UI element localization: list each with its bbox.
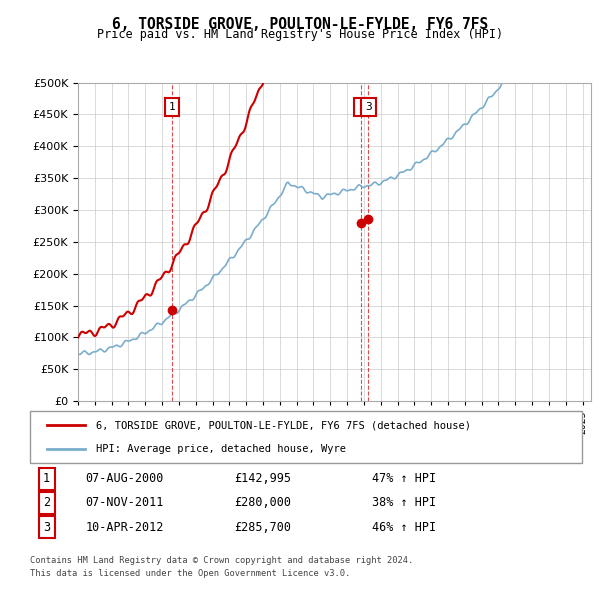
Text: This data is licensed under the Open Government Licence v3.0.: This data is licensed under the Open Gov… <box>30 569 350 578</box>
Text: Contains HM Land Registry data © Crown copyright and database right 2024.: Contains HM Land Registry data © Crown c… <box>30 556 413 565</box>
Text: 47% ↑ HPI: 47% ↑ HPI <box>372 472 436 485</box>
Text: 2: 2 <box>358 102 365 112</box>
Text: Price paid vs. HM Land Registry's House Price Index (HPI): Price paid vs. HM Land Registry's House … <box>97 28 503 41</box>
Text: 6, TORSIDE GROVE, POULTON-LE-FYLDE, FY6 7FS (detached house): 6, TORSIDE GROVE, POULTON-LE-FYLDE, FY6 … <box>96 420 471 430</box>
Text: 2: 2 <box>43 496 50 510</box>
Text: 1: 1 <box>169 102 176 112</box>
Text: 07-AUG-2000: 07-AUG-2000 <box>85 472 164 485</box>
Text: 10-APR-2012: 10-APR-2012 <box>85 521 164 534</box>
Text: HPI: Average price, detached house, Wyre: HPI: Average price, detached house, Wyre <box>96 444 346 454</box>
Text: 3: 3 <box>43 521 50 534</box>
Text: 38% ↑ HPI: 38% ↑ HPI <box>372 496 436 510</box>
Text: 46% ↑ HPI: 46% ↑ HPI <box>372 521 436 534</box>
Text: £142,995: £142,995 <box>234 472 291 485</box>
Text: £280,000: £280,000 <box>234 496 291 510</box>
Text: £285,700: £285,700 <box>234 521 291 534</box>
FancyBboxPatch shape <box>30 411 582 463</box>
Text: 1: 1 <box>43 472 50 485</box>
Text: 6, TORSIDE GROVE, POULTON-LE-FYLDE, FY6 7FS: 6, TORSIDE GROVE, POULTON-LE-FYLDE, FY6 … <box>112 17 488 31</box>
Text: 3: 3 <box>365 102 372 112</box>
Text: 07-NOV-2011: 07-NOV-2011 <box>85 496 164 510</box>
